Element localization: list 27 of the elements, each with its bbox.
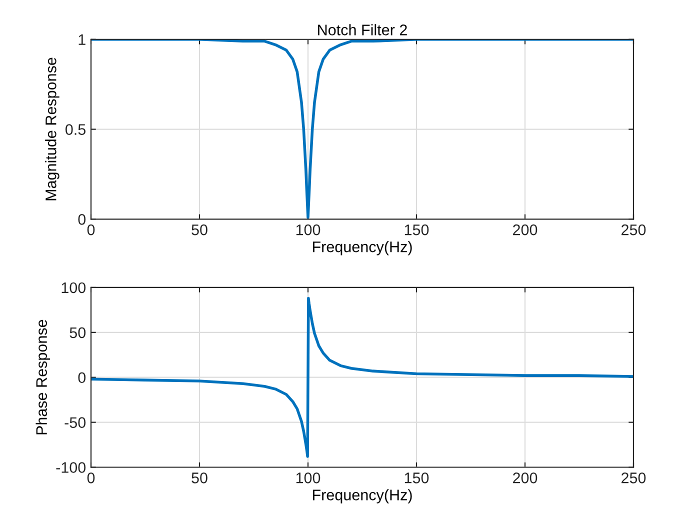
x-tick-label: 150 [404, 472, 429, 484]
y-tick-label: 0 [78, 372, 86, 384]
line-series [91, 296, 634, 458]
x-tick-label: 250 [622, 224, 646, 236]
x-tick-label: 50 [192, 472, 208, 484]
x-tick-label: 100 [296, 472, 320, 484]
x-tick-label: 0 [87, 224, 95, 236]
y-tick-label: 0.5 [66, 124, 86, 135]
x-tick-label: 100 [296, 224, 320, 236]
y-tick-label: -50 [64, 417, 86, 428]
chart-title: Notch Filter 2 [318, 24, 407, 36]
x-tick-label: 50 [192, 224, 208, 236]
x-tick-label: 200 [513, 472, 538, 484]
x-axis-title: Frequency(Hz) [312, 489, 412, 504]
x-axis-title: Frequency(Hz) [312, 241, 412, 256]
y-tick-label: 1 [78, 34, 86, 45]
x-tick-label: 200 [513, 224, 538, 236]
line-series [91, 39, 634, 219]
y-tick-label: 100 [62, 282, 86, 294]
x-tick-label: 250 [622, 472, 646, 484]
y-axis-title: Phase Response [36, 320, 50, 434]
x-tick-label: 150 [404, 224, 429, 236]
x-tick-label: 0 [87, 472, 95, 484]
y-tick-label: 0 [78, 214, 86, 225]
y-tick-label: -100 [56, 462, 86, 473]
y-tick-label: 50 [70, 327, 86, 338]
y-axis-title: Magnitude Response [45, 58, 60, 200]
